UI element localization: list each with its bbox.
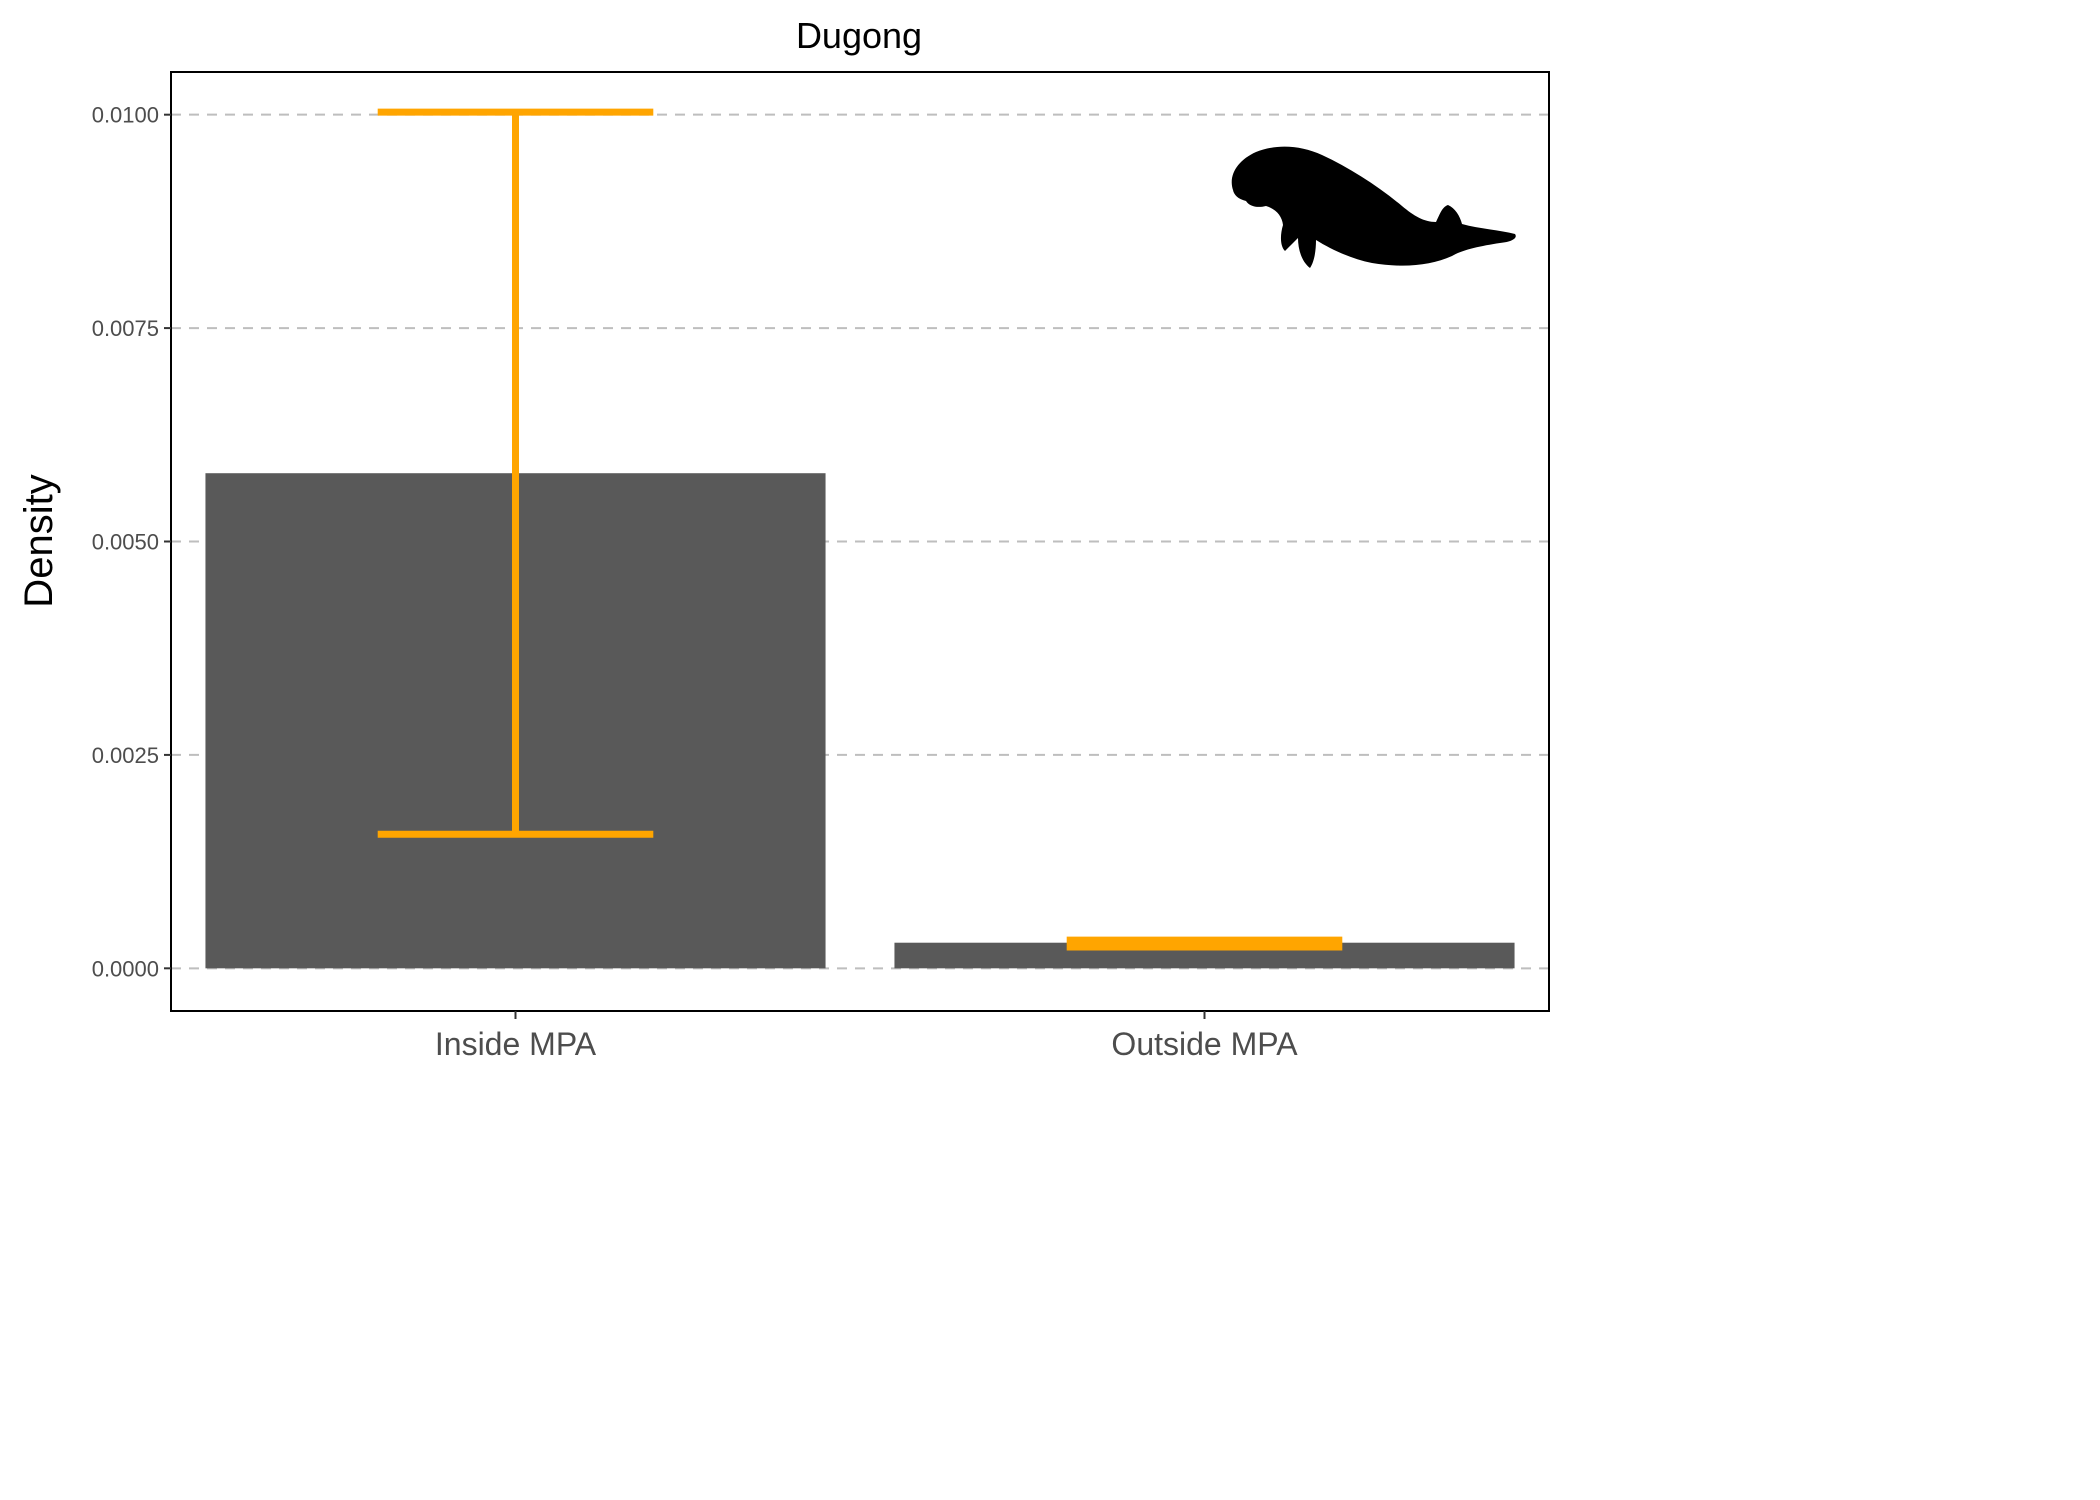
chart-title: Dugong	[796, 15, 922, 56]
x-tick-label: Outside MPA	[1111, 1026, 1298, 1062]
grid-lines	[171, 113, 1549, 970]
y-tick-label: 0.0100	[92, 103, 159, 128]
y-tick-label: 0.0075	[92, 316, 159, 341]
y-tick-label: 0.0000	[92, 956, 159, 981]
error-bars	[377, 108, 1343, 951]
y-axis-title: Density	[17, 474, 61, 607]
error-bar	[377, 108, 654, 838]
dugong-silhouette-icon	[1231, 146, 1516, 268]
error-bar	[1066, 936, 1343, 951]
y-tick-label: 0.0050	[92, 530, 159, 555]
chart: Dugong 0.0000 0.0025 0.0050 0.0075 0.0100 Ins…	[17, 15, 1550, 1062]
x-tick-label: Inside MPA	[435, 1026, 597, 1062]
axes: 0.0000 0.0025 0.0050 0.0075 0.0100 Inside MPA…	[92, 71, 1550, 1062]
y-tick-label: 0.0025	[92, 743, 159, 768]
